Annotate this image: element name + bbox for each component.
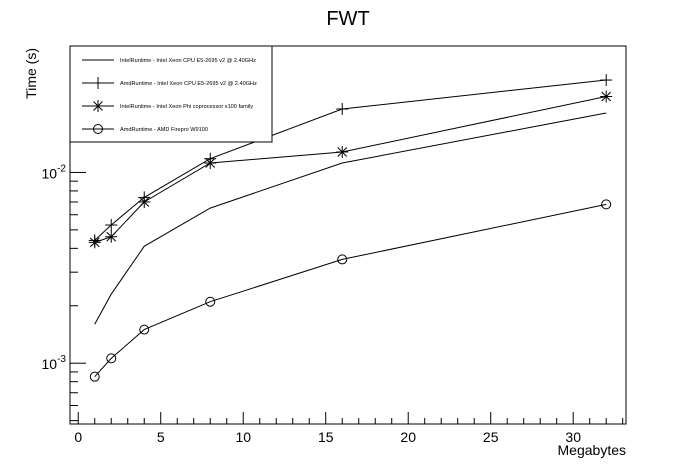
series-line (94, 112, 607, 325)
series-4 (89, 199, 612, 382)
x-tick-label: 25 (483, 429, 499, 445)
legend: IntelRuntime - Intel Xeon CPU E5-2695 v2… (69, 45, 273, 143)
series-group (88, 74, 613, 382)
data-point (88, 236, 101, 249)
data-point (89, 371, 100, 382)
series-line (94, 96, 607, 243)
data-point (600, 90, 613, 103)
data-point (600, 74, 613, 87)
legend-item: IntelRuntime - Intel Xeon Phi coprocesso… (82, 100, 253, 112)
legend-label: AmdRuntime - Intel Xeon CPU E5-2695 v2 @… (120, 81, 257, 87)
chart-title: FWT (326, 8, 369, 30)
data-point (601, 199, 612, 210)
legend-label: IntelRuntime - Intel Xeon CPU E5-2695 v2… (120, 58, 256, 64)
x-axis-label: Megabytes (558, 442, 626, 458)
legend-item: AmdRuntime - Intel Xeon CPU E5-2695 v2 @… (82, 77, 257, 89)
plot-frame (69, 45, 627, 425)
data-point (138, 195, 151, 208)
series-line (94, 203, 607, 378)
x-tick-label: 30 (565, 429, 581, 445)
x-tick-label: 20 (400, 429, 416, 445)
data-point (105, 219, 118, 232)
legend-marker (92, 100, 104, 112)
y-axis-label: Time (s) (23, 48, 39, 99)
y-tick-label: 10-2 (42, 163, 67, 181)
series-1 (94, 112, 607, 325)
series-line (94, 79, 607, 241)
data-point (204, 157, 217, 170)
x-tick-label: 15 (318, 429, 334, 445)
axes: 0 5 10 15 20 25 30 10-3 10-2 (42, 57, 624, 445)
y-tick-label: 10-3 (42, 354, 67, 372)
data-point (336, 103, 349, 116)
legend-box (69, 45, 273, 143)
x-tick-label: 10 (235, 429, 251, 445)
data-point (105, 230, 118, 243)
data-point (336, 145, 349, 158)
x-tick-label: 5 (157, 429, 165, 445)
legend-label: AmdRuntime - AMD Firepro W9100 (120, 127, 208, 133)
legend-item: AmdRuntime - AMD Firepro W9100 (82, 124, 208, 134)
data-point (139, 324, 150, 335)
legend-marker (92, 77, 104, 89)
data-point (337, 254, 348, 265)
data-point (106, 353, 117, 364)
legend-label: IntelRuntime - Intel Xeon Phi coprocesso… (120, 104, 253, 110)
series-3 (88, 90, 613, 249)
data-point (205, 296, 216, 307)
legend-marker (93, 124, 103, 134)
legend-item: IntelRuntime - Intel Xeon CPU E5-2695 v2… (82, 58, 256, 64)
x-tick-label: 0 (74, 429, 82, 445)
